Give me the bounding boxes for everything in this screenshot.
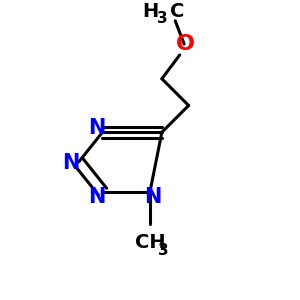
Text: 3: 3 [158,243,169,258]
Text: CH: CH [135,233,165,253]
Text: N: N [63,153,80,173]
Text: N: N [88,187,105,207]
Text: O: O [176,34,195,54]
Text: 3: 3 [157,11,168,26]
Text: N: N [88,118,105,138]
Text: C: C [169,2,184,21]
Text: N: N [144,187,161,207]
Text: H: H [142,2,158,21]
